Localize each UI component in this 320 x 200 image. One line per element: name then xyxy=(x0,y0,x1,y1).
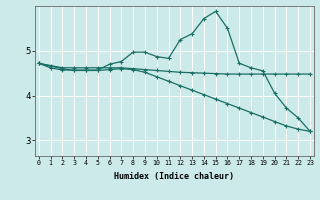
X-axis label: Humidex (Indice chaleur): Humidex (Indice chaleur) xyxy=(115,172,235,181)
